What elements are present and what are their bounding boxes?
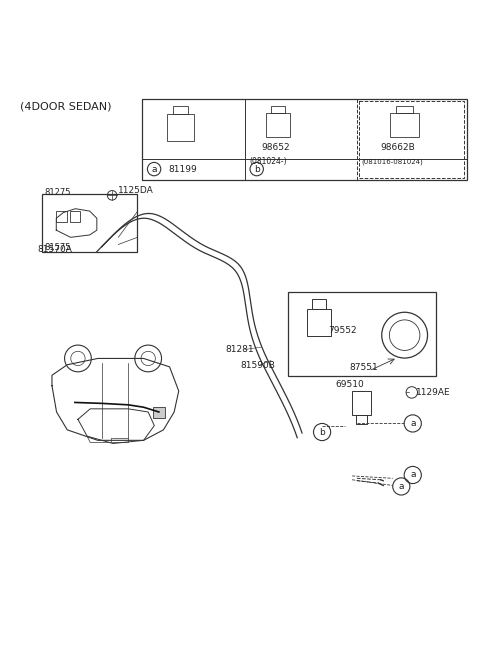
Text: 69510: 69510: [336, 380, 364, 389]
Bar: [312, 299, 326, 309]
Text: 1125DA: 1125DA: [118, 186, 154, 195]
Text: 81275: 81275: [44, 188, 71, 197]
Text: 81570A: 81570A: [37, 245, 72, 254]
Text: 79552: 79552: [328, 326, 357, 335]
Bar: [356, 415, 367, 424]
Bar: [307, 309, 331, 336]
Text: 87551: 87551: [350, 363, 378, 373]
Text: 81575: 81575: [44, 243, 71, 252]
Text: 81199: 81199: [168, 165, 197, 174]
Text: (081016-081024): (081016-081024): [362, 158, 423, 165]
Bar: [56, 211, 67, 222]
Text: 98662B: 98662B: [381, 143, 416, 152]
Bar: [360, 101, 464, 178]
Bar: [173, 106, 188, 114]
Text: 81281: 81281: [226, 345, 254, 354]
Bar: [390, 113, 419, 137]
Bar: [396, 106, 413, 113]
Text: b: b: [319, 428, 325, 436]
Bar: [271, 106, 285, 113]
Text: a: a: [151, 165, 157, 174]
Bar: [142, 99, 467, 180]
Text: 1129AE: 1129AE: [416, 388, 450, 397]
Text: b: b: [254, 165, 260, 174]
Bar: [266, 113, 290, 137]
Bar: [42, 194, 137, 252]
Bar: [352, 392, 371, 415]
Text: a: a: [410, 419, 416, 428]
Text: 81590B: 81590B: [240, 361, 275, 370]
Bar: [288, 292, 436, 376]
Text: a: a: [410, 470, 416, 480]
Text: 98652: 98652: [262, 143, 290, 152]
FancyBboxPatch shape: [153, 407, 165, 418]
Bar: [167, 114, 194, 141]
Text: (081024-): (081024-): [250, 157, 287, 166]
Text: a: a: [398, 482, 404, 491]
Bar: [70, 211, 80, 222]
Text: (4DOOR SEDAN): (4DOOR SEDAN): [21, 101, 112, 112]
